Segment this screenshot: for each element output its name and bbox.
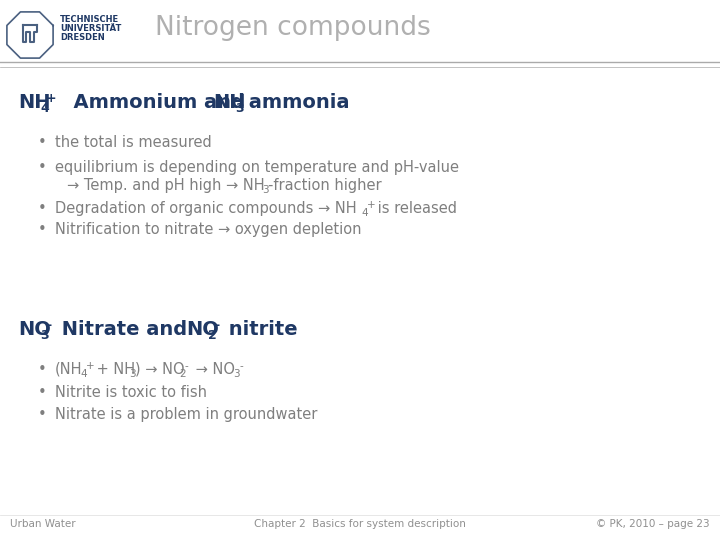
Text: Degradation of organic compounds → NH: Degradation of organic compounds → NH [55, 201, 356, 216]
Text: -: - [46, 319, 51, 332]
Text: +: + [367, 200, 376, 210]
Text: Nitrogen compounds: Nitrogen compounds [155, 15, 431, 41]
Text: -: - [185, 361, 189, 371]
Text: DRESDEN: DRESDEN [60, 33, 104, 42]
Text: -: - [239, 361, 243, 371]
Text: 3: 3 [40, 329, 49, 342]
Text: •: • [38, 160, 47, 175]
Text: Ammonium and: Ammonium and [60, 93, 251, 112]
Text: Nitrate is a problem in groundwater: Nitrate is a problem in groundwater [55, 407, 318, 422]
Text: equilibrium is depending on temperature and pH-value: equilibrium is depending on temperature … [55, 160, 459, 175]
Text: Nitrite is toxic to fish: Nitrite is toxic to fish [55, 385, 207, 400]
Text: •: • [38, 135, 47, 150]
Text: (NH: (NH [55, 362, 83, 377]
Text: © PK, 2010 – page 23: © PK, 2010 – page 23 [596, 519, 710, 529]
Text: + NH: + NH [92, 362, 135, 377]
Text: is released: is released [373, 201, 457, 216]
Text: +: + [86, 361, 94, 371]
Text: NH: NH [213, 93, 246, 112]
Text: •: • [38, 222, 47, 237]
Text: NO: NO [186, 320, 219, 339]
Text: Nitrification to nitrate → oxygen depletion: Nitrification to nitrate → oxygen deplet… [55, 222, 361, 237]
Text: NH: NH [18, 93, 50, 112]
Text: → NO: → NO [191, 362, 235, 377]
Text: 2: 2 [179, 369, 186, 379]
Text: 2: 2 [208, 329, 217, 342]
Text: 3: 3 [233, 369, 240, 379]
Text: 4: 4 [361, 208, 368, 218]
Text: •: • [38, 201, 47, 216]
Text: NO: NO [18, 320, 51, 339]
Text: TECHNISCHE: TECHNISCHE [60, 15, 119, 24]
Text: 4: 4 [40, 102, 49, 115]
Text: -: - [214, 319, 219, 332]
Text: Nitrate and: Nitrate and [55, 320, 194, 339]
Text: 3: 3 [262, 185, 269, 195]
Text: → Temp. and pH high → NH: → Temp. and pH high → NH [67, 178, 265, 193]
Text: ) → NO: ) → NO [135, 362, 184, 377]
Text: Chapter 2  Basics for system description: Chapter 2 Basics for system description [254, 519, 466, 529]
Text: UNIVERSITÄT: UNIVERSITÄT [60, 24, 122, 33]
Text: 3: 3 [235, 102, 243, 115]
Text: Urban Water: Urban Water [10, 519, 76, 529]
Text: the total is measured: the total is measured [55, 135, 212, 150]
Text: ammonia: ammonia [242, 93, 349, 112]
Text: 3: 3 [129, 369, 135, 379]
Text: •: • [38, 385, 47, 400]
Text: 4: 4 [80, 369, 86, 379]
Text: •: • [38, 407, 47, 422]
Text: nitrite: nitrite [222, 320, 297, 339]
Text: +: + [46, 92, 57, 105]
Text: -fraction higher: -fraction higher [268, 178, 382, 193]
Text: •: • [38, 362, 47, 377]
